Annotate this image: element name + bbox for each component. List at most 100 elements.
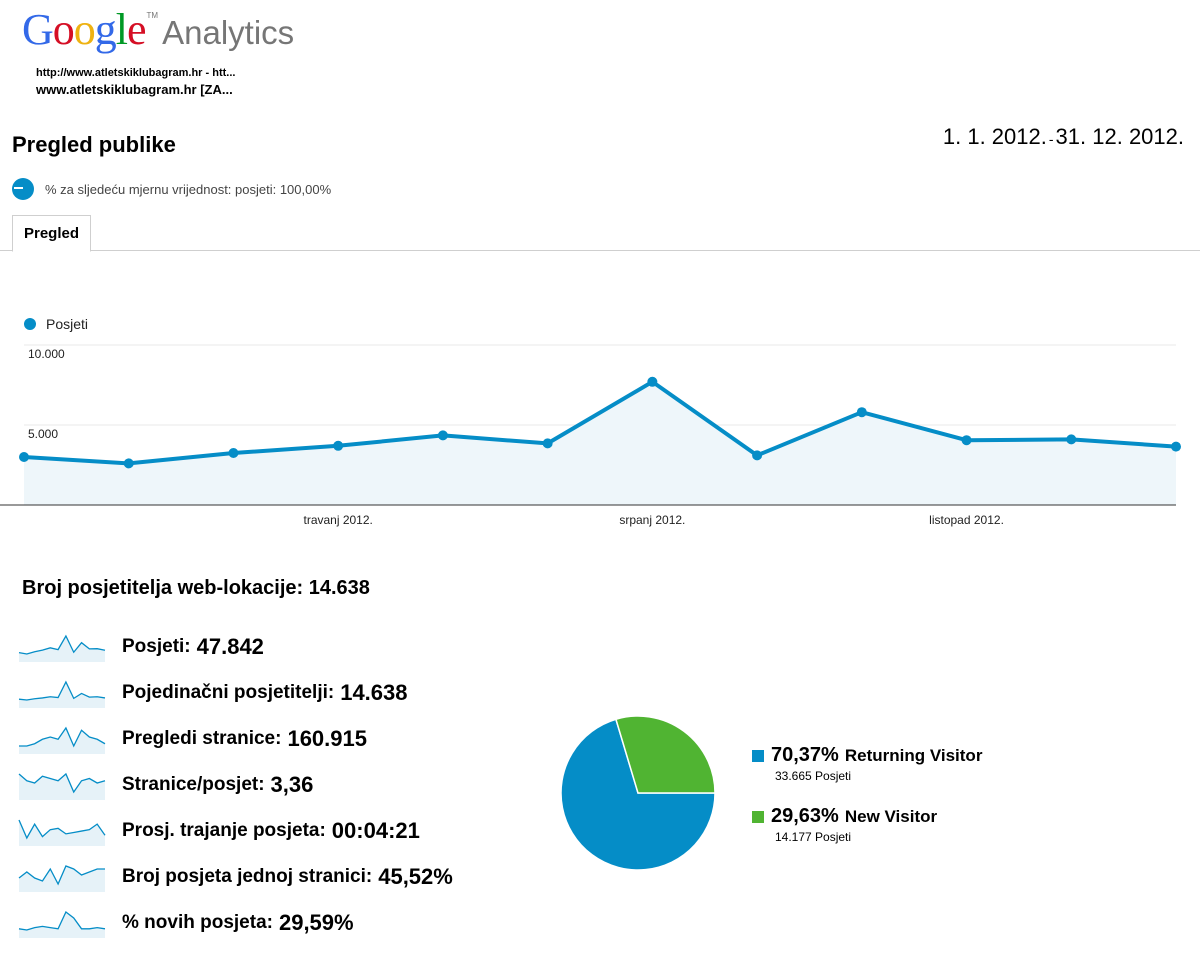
pie-slice[interactable]	[560, 718, 716, 871]
date-range-separator: -	[1048, 131, 1054, 147]
logo-letter: G	[22, 5, 54, 54]
metric-value: 45,52%	[378, 864, 453, 889]
tab-pregled[interactable]: Pregled	[12, 215, 91, 252]
sparkline	[18, 772, 106, 800]
x-tick-label: srpanj 2012.	[619, 513, 685, 527]
trademark-mark: TM	[146, 11, 159, 20]
sparkline-area	[19, 682, 105, 708]
series-area	[24, 381, 1176, 505]
sparkline-line	[18, 634, 106, 655]
data-point[interactable]	[1066, 434, 1077, 445]
sparkline	[18, 865, 105, 892]
metric-label: Prosj. trajanje posjeta:	[122, 820, 326, 841]
metric-label: Pregledi stranice:	[122, 728, 282, 749]
data-point[interactable]	[19, 452, 29, 462]
sparkline	[18, 910, 106, 938]
data-point[interactable]	[1171, 441, 1181, 452]
data-point[interactable]	[752, 450, 763, 461]
visitor-type-pie-chart	[560, 715, 716, 871]
date-range-start: 1. 1. 2012.	[942, 124, 1047, 149]
sparkline-line	[18, 772, 106, 794]
data-point[interactable]	[333, 440, 344, 451]
sparkline	[19, 726, 106, 754]
tab-bar-divider	[0, 250, 1200, 251]
sparkline-area	[19, 820, 105, 846]
google-analytics-logo[interactable]: Google TM Analytics	[22, 4, 295, 55]
metric-label: % novih posjeta:	[122, 912, 273, 933]
metric-row[interactable]: % novih posjeta: 29,59%	[18, 906, 538, 940]
y-tick-label: 10.000	[28, 347, 65, 361]
metric-value: 160.915	[287, 726, 367, 751]
y-tick-label: 5.000	[28, 427, 58, 441]
logo-letter: e	[127, 5, 147, 54]
metric-value: 3,36	[270, 772, 314, 797]
metric-value: 47.842	[196, 634, 264, 659]
date-range-end: 31. 12. 2012.	[1055, 124, 1184, 149]
series-line	[23, 379, 1177, 466]
pie-legend-returning: 70,37% Returning Visitor 33.665 Posjeti	[752, 744, 982, 783]
analytics-wordmark: Analytics	[162, 14, 295, 51]
visits-line-chart: 10.000 5.000 travanj 2012. srpanj 2012. list…	[0, 344, 1181, 527]
x-tick-label: listopad 2012.	[929, 513, 1004, 527]
date-range-picker[interactable]: 1. 1. 2012. - 31. 12. 2012.	[943, 124, 1184, 150]
legend-name-returning: Returning Visitor	[844, 745, 983, 765]
visitors-summary: Broj posjetitelja web-lokacije: 14.638	[22, 577, 370, 600]
data-point[interactable]	[856, 407, 867, 418]
sparkline	[18, 634, 106, 662]
legend-swatch-returning	[752, 749, 764, 762]
sparkline-line	[18, 865, 105, 886]
metric-row[interactable]: Pregledi stranice: 160.915	[18, 722, 538, 756]
data-point[interactable]	[228, 448, 239, 458]
metric-row[interactable]: Broj posjeta jednoj stranici: 45,52%	[18, 860, 538, 894]
legend-sub-new: 14.177 Posjeti	[775, 830, 852, 844]
sparkline-line	[18, 680, 106, 701]
chart-legend[interactable]: Posjeti	[24, 316, 88, 332]
sparkline-line	[18, 910, 106, 931]
sparkline-line	[18, 819, 106, 840]
page-title: Pregled publike	[12, 132, 176, 157]
sparkline-line	[19, 726, 106, 748]
metric-label: Stranice/posjet:	[122, 774, 265, 795]
metric-value: 00:04:21	[331, 818, 420, 843]
segment-text: % za sljedeću mjernu vrijednost: posjeti…	[45, 181, 332, 197]
metric-value: 29,59%	[278, 910, 354, 935]
data-point[interactable]	[647, 376, 658, 387]
sparkline-area	[19, 866, 105, 892]
logo-letter: g	[94, 5, 117, 54]
data-point[interactable]	[961, 435, 972, 446]
logo-letter: l	[115, 5, 128, 54]
metric-row[interactable]: Stranice/posjet: 3,36	[18, 768, 538, 802]
metric-label: Pojedinačni posjetitelji:	[122, 682, 335, 703]
legend-name-new: New Visitor	[844, 806, 938, 826]
metric-row[interactable]: Posjeti: 47.842	[18, 630, 538, 664]
legend-pct-new: 29,63%	[771, 805, 839, 827]
sparkline-area	[19, 636, 105, 662]
pie-legend-new: 29,63% New Visitor 14.177 Posjeti	[752, 805, 937, 844]
legend-series-label: Posjeti	[46, 316, 89, 332]
sparkline-area	[19, 728, 105, 754]
data-point[interactable]	[123, 458, 134, 469]
legend-sub-returning: 33.665 Posjeti	[775, 769, 852, 783]
account-property-link[interactable]: http://www.atletskiklubagram.hr - htt...	[36, 67, 236, 79]
sparkline	[18, 680, 106, 708]
sparkline-area	[19, 912, 105, 938]
metric-label: Posjeti:	[122, 636, 191, 657]
legend-swatch-new	[752, 810, 764, 823]
legend-pct-returning: 70,37%	[771, 744, 839, 766]
data-point[interactable]	[437, 430, 448, 441]
visitors-summary-label: Broj posjetitelja web-lokacije:	[22, 577, 304, 599]
metric-row[interactable]: Prosj. trajanje posjeta: 00:04:21	[18, 814, 538, 848]
metric-row[interactable]: Pojedinačni posjetitelji: 14.638	[18, 676, 538, 710]
logo-letter: o	[52, 5, 75, 54]
metric-label: Broj posjeta jednoj stranici:	[122, 866, 373, 887]
data-point[interactable]	[542, 438, 553, 449]
account-profile-link[interactable]: www.atletskiklubagram.hr [ZA...	[36, 82, 233, 97]
sparkline	[18, 819, 106, 846]
google-wordmark: Google	[22, 4, 147, 55]
metric-value: 14.638	[340, 680, 408, 705]
x-tick-label: travanj 2012.	[303, 513, 372, 527]
pie-segment-icon	[12, 178, 34, 200]
pie-slice[interactable]	[614, 715, 716, 794]
logo-letter: o	[73, 5, 96, 54]
segment-indicator: % za sljedeću mjernu vrijednost: posjeti…	[12, 178, 331, 200]
